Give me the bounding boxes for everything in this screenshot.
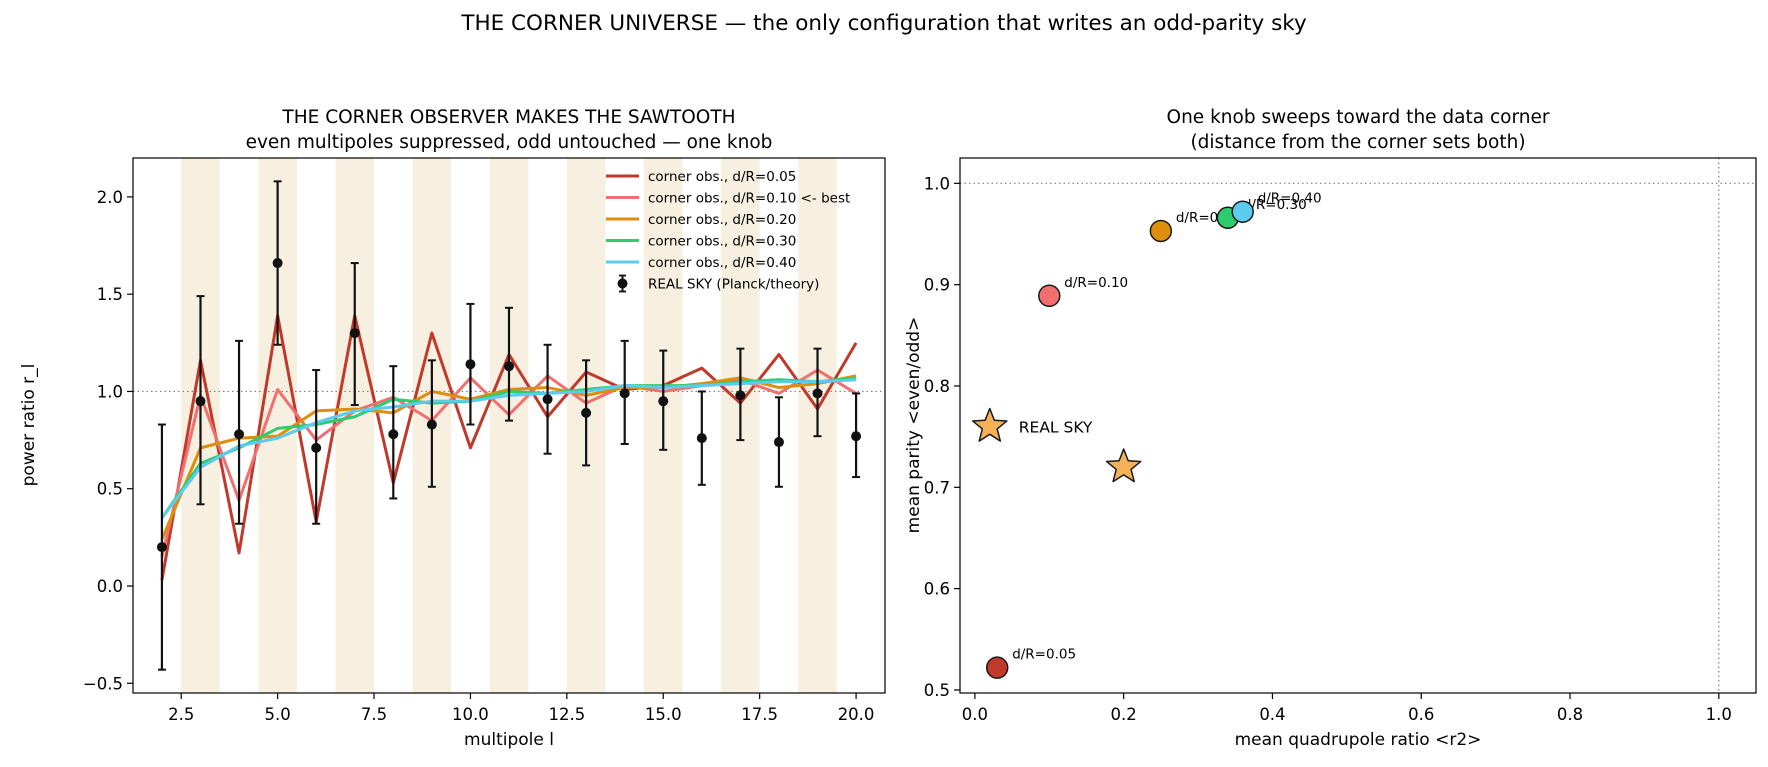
left-y-tick-label-3: 1.0	[97, 382, 123, 401]
right-y-tick-label-0: 0.5	[924, 681, 950, 700]
legend-label-0: corner obs., d/R=0.05	[648, 169, 796, 185]
observed-point-12	[619, 388, 630, 399]
observed-point-1	[195, 396, 206, 407]
observed-point-13	[658, 396, 669, 407]
right-chart-subtitle: (distance from the corner sets both)	[1190, 132, 1525, 153]
left-x-tick-label-0: 2.5	[168, 705, 194, 724]
observed-point-5	[349, 328, 360, 339]
scatter-point-label-1: d/R=0.10	[1064, 275, 1128, 291]
star-marker-1	[1105, 448, 1142, 483]
left-plot-frame	[132, 157, 886, 694]
left-chart-title: THE CORNER OBSERVER MAKES THE SAWTOOTH	[281, 107, 735, 128]
left-x-tick-label-5: 15.0	[645, 705, 682, 724]
right-y-tick-label-3: 0.8	[924, 377, 950, 396]
shaded-band-2	[335, 158, 375, 693]
right-y-tick-label-2: 0.7	[924, 478, 950, 497]
right-x-tick-label-0: 0.0	[962, 705, 988, 724]
observed-point-8	[465, 359, 476, 370]
left-x-tick-label-6: 17.5	[741, 705, 778, 724]
right-x-tick-label-3: 0.6	[1408, 705, 1434, 724]
scatter-point-2	[1149, 219, 1173, 243]
right-y-tick-label-5: 1.0	[924, 174, 950, 193]
left-x-tick-label-4: 12.5	[548, 705, 585, 724]
left-x-tick-label-1: 5.0	[264, 705, 290, 724]
shaded-band-4	[489, 158, 529, 693]
scatter-point-label-3: d/R=0.30	[1243, 197, 1307, 213]
legend-marker-observed	[617, 278, 628, 289]
left-x-tick-label-3: 10.0	[452, 705, 489, 724]
scatter-point-4	[1231, 200, 1254, 223]
right-y-tick-label-1: 0.6	[924, 580, 950, 599]
right-y-axis-label: mean parity <even/odd>	[904, 317, 924, 534]
left-y-tick-label-4: 1.5	[97, 285, 123, 304]
left-y-axis-label: power ratio r_l	[19, 364, 39, 487]
right-chart-title: One knob sweeps toward the data corner	[1167, 107, 1550, 128]
star-label-0: REAL SKY	[1019, 419, 1093, 437]
legend-label-3: corner obs., d/R=0.30	[648, 234, 796, 250]
right-plot-frame	[959, 157, 1757, 694]
left-x-tick-label-7: 20.0	[838, 705, 875, 724]
right-x-tick-label-2: 0.4	[1259, 705, 1285, 724]
figure-suptitle: THE CORNER UNIVERSE — the only configura…	[460, 11, 1307, 36]
left-x-tick-label-2: 7.5	[361, 705, 387, 724]
left-y-tick-label-2: 0.5	[97, 480, 123, 499]
observed-point-7	[426, 419, 437, 430]
left-y-tick-label-1: 0.0	[97, 577, 123, 596]
legend-label-observed: REAL SKY (Planck/theory)	[648, 277, 819, 293]
observed-point-2	[234, 429, 245, 440]
scatter-point-0	[985, 656, 1009, 679]
right-x-tick-label-1: 0.2	[1111, 705, 1137, 724]
observed-point-11	[581, 407, 592, 418]
observed-point-6	[388, 429, 399, 440]
star-marker-0	[971, 407, 1008, 442]
observed-point-10	[542, 394, 553, 405]
right-x-tick-label-5: 1.0	[1706, 705, 1732, 724]
observed-point-18	[851, 431, 862, 442]
legend-label-2: corner obs., d/R=0.20	[648, 212, 796, 228]
observed-point-15	[735, 390, 746, 401]
observed-point-14	[696, 433, 707, 444]
scatter-point-1	[1038, 284, 1061, 308]
observed-point-9	[504, 361, 514, 372]
right-x-axis-label: mean quadrupole ratio <r2>	[1235, 730, 1482, 750]
observed-point-17	[812, 388, 823, 399]
right-y-tick-label-4: 0.9	[924, 276, 950, 295]
left-legend: corner obs., d/R=0.05 corner obs., d/R=0.…	[606, 169, 850, 293]
observed-point-4	[311, 442, 322, 453]
scatter-point-label-4: d/R=0.40	[1258, 191, 1322, 207]
legend-label-4: corner obs., d/R=0.40	[648, 255, 796, 271]
observed-point-16	[773, 437, 784, 448]
left-x-axis-label: multipole l	[464, 730, 554, 750]
left-chart-subtitle: even multipoles suppressed, odd untouche…	[246, 132, 773, 153]
right-x-tick-label-4: 0.8	[1557, 705, 1583, 724]
right-chart: d/R=0.05d/R=0.10d/R=0.20d/R=0.30d/R=0.40…	[904, 107, 1757, 750]
observed-point-3	[272, 258, 283, 269]
scatter-point-label-0: d/R=0.05	[1012, 647, 1076, 663]
observed-point-0	[156, 542, 167, 553]
left-y-tick-label-0: −0.5	[83, 674, 123, 693]
left-chart: 2.5 5.0 7.5 10.0 12.5 15.0 17.5 20.0 −0.5 0.0 0.5…	[19, 107, 886, 750]
left-y-tick-label-5: 2.0	[97, 188, 123, 207]
legend-label-1: corner obs., d/R=0.10 <- best	[648, 191, 850, 207]
